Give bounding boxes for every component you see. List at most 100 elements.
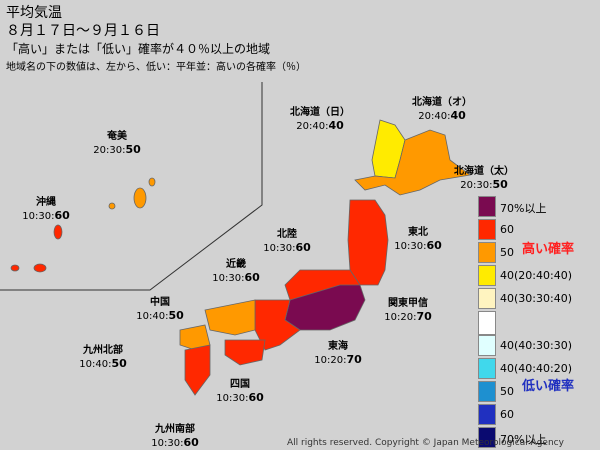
probs: 10:30: bbox=[263, 243, 296, 254]
inset-border bbox=[0, 82, 263, 291]
probs: 10:20: bbox=[384, 312, 417, 323]
region-label: 中国 10:40:50 bbox=[136, 296, 184, 323]
region-name: 近畿 bbox=[226, 259, 246, 270]
region-label: 沖縄 10:30:60 bbox=[22, 196, 70, 223]
probs: 20:30: bbox=[460, 180, 493, 191]
legend-swatch bbox=[478, 265, 496, 286]
region-probs: 10:40:50 bbox=[79, 357, 127, 371]
region-probs: 20:40:40 bbox=[290, 119, 350, 133]
legend-swatch bbox=[478, 427, 496, 448]
high-prob: 60 bbox=[244, 271, 260, 284]
probs: 10:30: bbox=[151, 438, 184, 449]
high-prob: 70 bbox=[416, 310, 432, 323]
region-label: 東海 10:20:70 bbox=[314, 340, 362, 367]
legend-spacer bbox=[478, 311, 496, 335]
region-probs: 10:30:60 bbox=[394, 239, 442, 253]
region-name: 九州南部 bbox=[155, 424, 195, 435]
legend-label: 40(30:30:40) bbox=[500, 292, 572, 305]
region-probs: 10:30:60 bbox=[216, 391, 264, 405]
high-prob: 50 bbox=[111, 357, 127, 370]
region-probs: 10:30:60 bbox=[151, 436, 199, 450]
high-prob: 70 bbox=[346, 353, 362, 366]
probs: 10:20: bbox=[314, 355, 347, 366]
probs: 20:40: bbox=[418, 111, 451, 122]
region-name: 奄美 bbox=[107, 131, 127, 142]
region-label: 北海道（日） 20:40:40 bbox=[290, 106, 350, 133]
region-probs: 10:20:70 bbox=[384, 310, 432, 324]
legend-label: 60 bbox=[500, 408, 514, 421]
region-name: 九州北部 bbox=[83, 345, 123, 356]
region-probs: 20:30:50 bbox=[93, 143, 141, 157]
high-prob: 60 bbox=[183, 436, 199, 449]
region-label: 関東甲信 10:20:70 bbox=[384, 297, 432, 324]
high-prob: 60 bbox=[426, 239, 442, 252]
region-label: 九州北部 10:40:50 bbox=[79, 344, 127, 371]
legend-label: 60 bbox=[500, 223, 514, 236]
region-name: 北海道（オ） bbox=[412, 97, 472, 108]
region-label: 九州南部 10:30:60 bbox=[151, 423, 199, 450]
legend-swatch bbox=[478, 404, 496, 425]
region-name: 北陸 bbox=[277, 229, 297, 240]
legend-swatch bbox=[478, 288, 496, 309]
probs: 10:30: bbox=[212, 273, 245, 284]
probs: 10:30: bbox=[22, 211, 55, 222]
note: 地域名の下の数値は、左から、低い：平年並：高いの各確率（％） bbox=[6, 62, 306, 73]
probs: 10:30: bbox=[394, 241, 427, 252]
region-label: 東北 10:30:60 bbox=[394, 226, 442, 253]
region-label: 北海道（太） 20:30:50 bbox=[454, 165, 514, 192]
copyright: All rights reserved. Copyright © Japan M… bbox=[287, 438, 564, 448]
region-probs: 10:30:60 bbox=[263, 241, 311, 255]
region-probs: 20:30:50 bbox=[454, 178, 514, 192]
region-probs: 10:40:50 bbox=[136, 309, 184, 323]
legend-label: 40(40:40:20) bbox=[500, 362, 572, 375]
region-name: 四国 bbox=[230, 379, 250, 390]
legend-label: 40(40:30:30) bbox=[500, 339, 572, 352]
legend-swatch bbox=[478, 242, 496, 263]
high-prob: 50 bbox=[492, 178, 508, 191]
region-probs: 20:40:40 bbox=[412, 109, 472, 123]
legend-label: 70%以上 bbox=[500, 202, 547, 215]
probs: 10:40: bbox=[79, 359, 112, 370]
region-name: 沖縄 bbox=[36, 197, 56, 208]
region-name: 東海 bbox=[328, 341, 348, 352]
probs: 10:40: bbox=[136, 311, 169, 322]
high-prob: 40 bbox=[328, 119, 344, 132]
legend-label: 40(20:40:40) bbox=[500, 269, 572, 282]
probs: 10:30: bbox=[216, 393, 249, 404]
region-label: 北陸 10:30:60 bbox=[263, 228, 311, 255]
legend-label: 50 bbox=[500, 385, 514, 398]
legend-label: 50 bbox=[500, 246, 514, 259]
low-label: 低い確率 bbox=[522, 379, 575, 394]
region-probs: 10:30:60 bbox=[212, 271, 260, 285]
region-name: 北海道（日） bbox=[290, 107, 350, 118]
high-prob: 50 bbox=[125, 143, 141, 156]
region-label: 北海道（オ） 20:40:40 bbox=[412, 96, 472, 123]
probs: 20:30: bbox=[93, 145, 126, 156]
subtitle: 「高い」または「低い」確率が４０％以上の地域 bbox=[6, 42, 271, 56]
high-prob: 60 bbox=[295, 241, 311, 254]
high-prob: 50 bbox=[168, 309, 184, 322]
high-label: 高い確率 bbox=[522, 242, 575, 257]
region-probs: 10:30:60 bbox=[22, 209, 70, 223]
high-prob: 60 bbox=[248, 391, 264, 404]
region-label: 近畿 10:30:60 bbox=[212, 258, 260, 285]
region-name: 北海道（太） bbox=[454, 166, 514, 177]
region-label: 奄美 20:30:50 bbox=[93, 130, 141, 157]
islands bbox=[10, 119, 471, 396]
legend-label: 70%以上 bbox=[500, 433, 547, 446]
high-prob: 40 bbox=[450, 109, 466, 122]
region-label: 四国 10:30:60 bbox=[216, 378, 264, 405]
legend-swatch bbox=[478, 219, 496, 240]
region-name: 東北 bbox=[408, 227, 428, 238]
region-name: 中国 bbox=[150, 297, 170, 308]
legend-swatch bbox=[478, 381, 496, 402]
legend-swatch bbox=[478, 358, 496, 379]
high-prob: 60 bbox=[54, 209, 70, 222]
period: ８月１７日～９月１６日 bbox=[6, 23, 160, 39]
title: 平均気温 bbox=[6, 5, 62, 21]
legend-swatch bbox=[478, 196, 496, 217]
legend-swatch bbox=[478, 335, 496, 356]
region-probs: 10:20:70 bbox=[314, 353, 362, 367]
